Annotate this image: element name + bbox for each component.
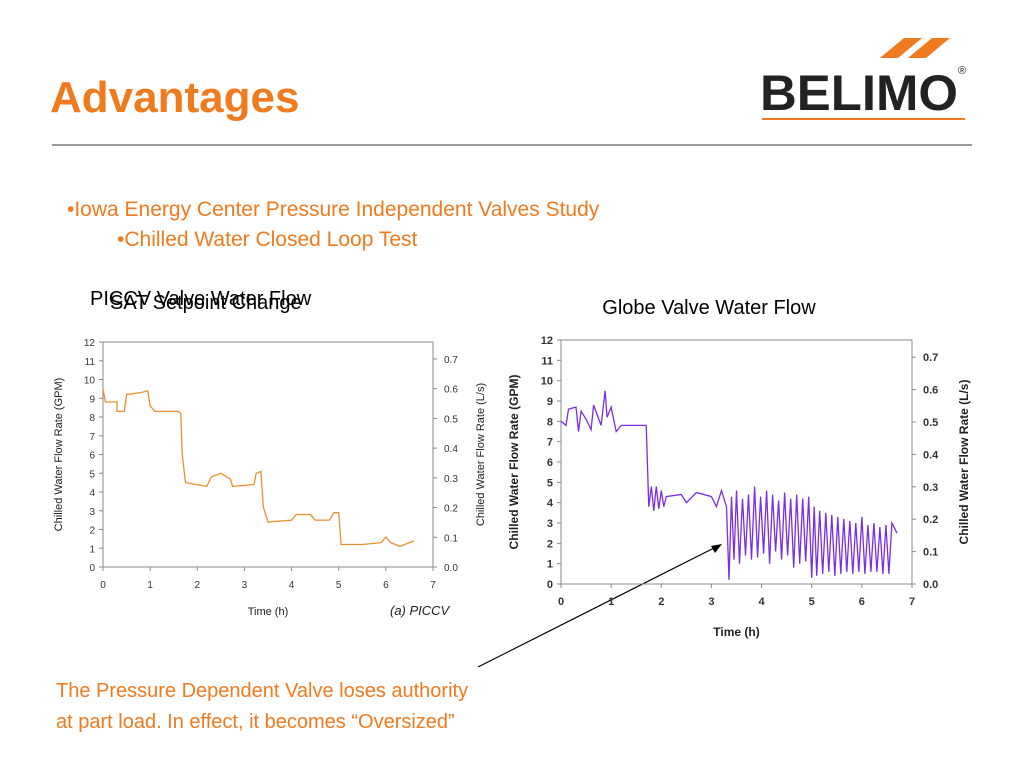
annotation-arrow bbox=[477, 546, 717, 668]
y-tick-label: 11 bbox=[85, 357, 96, 368]
y2-tick-label: 0.2 bbox=[444, 504, 458, 515]
y-tick-label: 4 bbox=[89, 488, 95, 499]
y-tick-label: 4 bbox=[547, 498, 554, 510]
y-tick-label: 5 bbox=[547, 477, 553, 489]
y-tick-label: 2 bbox=[547, 538, 553, 550]
logo: BELIMO ® bbox=[760, 38, 966, 121]
y2-tick-label: 0.1 bbox=[923, 547, 938, 559]
chart-caption: (a) PICCV bbox=[390, 603, 451, 618]
arrow-head bbox=[711, 544, 722, 553]
annotation-text: at part load. In effect, it becomes “Ove… bbox=[56, 711, 455, 733]
y-tick-label: 9 bbox=[89, 394, 95, 405]
y2-tick-label: 0.0 bbox=[923, 579, 938, 591]
y2-tick-label: 0.4 bbox=[444, 444, 458, 455]
x-tick-label: 3 bbox=[242, 580, 248, 591]
y-tick-label: 11 bbox=[541, 355, 553, 367]
x-tick-label: 7 bbox=[909, 596, 915, 608]
y-tick-label: 10 bbox=[541, 376, 553, 388]
x-axis-label: Time (h) bbox=[248, 606, 289, 618]
y2-tick-label: 0.3 bbox=[444, 474, 458, 485]
y-tick-label: 12 bbox=[84, 338, 96, 349]
y2-tick-label: 0.6 bbox=[444, 385, 458, 396]
y-tick-label: 1 bbox=[89, 544, 95, 555]
y2-tick-label: 0.5 bbox=[444, 414, 458, 425]
x-tick-label: 2 bbox=[195, 580, 201, 591]
y-tick-label: 5 bbox=[89, 469, 95, 480]
chart-title: PICCV Valve Water Flow bbox=[90, 288, 312, 310]
annotation-text: The Pressure Dependent Valve loses autho… bbox=[56, 680, 468, 702]
y2-tick-label: 0.0 bbox=[444, 563, 458, 574]
bullet: •Chilled Water Closed Loop Test bbox=[117, 228, 418, 251]
x-tick-label: 4 bbox=[759, 596, 766, 608]
logo-text: BELIMO bbox=[760, 65, 958, 121]
logo-mark: ® bbox=[958, 65, 966, 77]
y2-tick-label: 0.2 bbox=[923, 514, 938, 526]
y-tick-label: 12 bbox=[541, 335, 553, 347]
y-tick-label: 10 bbox=[84, 376, 96, 387]
y-tick-label: 3 bbox=[89, 507, 95, 518]
y2-tick-label: 0.4 bbox=[923, 449, 939, 461]
y-tick-label: 3 bbox=[547, 518, 553, 530]
y-tick-label: 0 bbox=[89, 563, 95, 574]
y-tick-label: 6 bbox=[89, 451, 95, 462]
x-tick-label: 0 bbox=[558, 596, 564, 608]
y-axis-label: Chilled Water Flow Rate (GPM) bbox=[507, 375, 521, 550]
x-tick-label: 0 bbox=[100, 580, 106, 591]
y-axis-label: Chilled Water Flow Rate (GPM) bbox=[53, 378, 65, 532]
slide-title: Advantages bbox=[50, 73, 299, 122]
y2-tick-label: 0.7 bbox=[923, 352, 938, 364]
y2-tick-label: 0.6 bbox=[923, 385, 938, 397]
x-tick-label: 2 bbox=[658, 596, 664, 608]
y-tick-label: 7 bbox=[547, 437, 553, 449]
x-tick-label: 7 bbox=[430, 580, 436, 591]
y2-tick-label: 0.7 bbox=[444, 355, 458, 366]
logo-stripe bbox=[880, 38, 922, 58]
y2-axis-label: Chilled Water Flow Rate (L/s) bbox=[957, 380, 971, 545]
chart-title: Globe Valve Water Flow bbox=[602, 297, 816, 319]
bullet: •Iowa Energy Center Pressure Independent… bbox=[67, 198, 600, 221]
x-tick-label: 4 bbox=[289, 580, 295, 591]
data-line bbox=[102, 388, 415, 548]
data-line bbox=[560, 390, 898, 580]
y-tick-label: 0 bbox=[547, 579, 553, 591]
logo-stripe bbox=[908, 38, 950, 58]
x-tick-label: 6 bbox=[859, 596, 865, 608]
y-tick-label: 2 bbox=[89, 526, 95, 537]
y2-axis-label: Chilled Water Flow Rate (L/s) bbox=[475, 383, 487, 526]
x-tick-label: 1 bbox=[608, 596, 614, 608]
y2-tick-label: 0.5 bbox=[923, 417, 938, 429]
x-tick-label: 3 bbox=[708, 596, 714, 608]
y2-tick-label: 0.1 bbox=[444, 533, 458, 544]
chart-subtitle: SAT Setpoint Change bbox=[110, 292, 302, 314]
y-tick-label: 1 bbox=[547, 559, 553, 571]
x-tick-label: 5 bbox=[336, 580, 342, 591]
x-axis-label: Time (h) bbox=[713, 625, 759, 639]
x-tick-label: 5 bbox=[809, 596, 815, 608]
y-tick-label: 7 bbox=[89, 432, 95, 443]
x-tick-label: 6 bbox=[383, 580, 389, 591]
y2-tick-label: 0.3 bbox=[923, 482, 938, 494]
y-tick-label: 6 bbox=[547, 457, 553, 469]
x-tick-label: 1 bbox=[147, 580, 153, 591]
y-tick-label: 9 bbox=[547, 396, 553, 408]
y-tick-label: 8 bbox=[547, 416, 553, 428]
y-tick-label: 8 bbox=[89, 413, 95, 424]
